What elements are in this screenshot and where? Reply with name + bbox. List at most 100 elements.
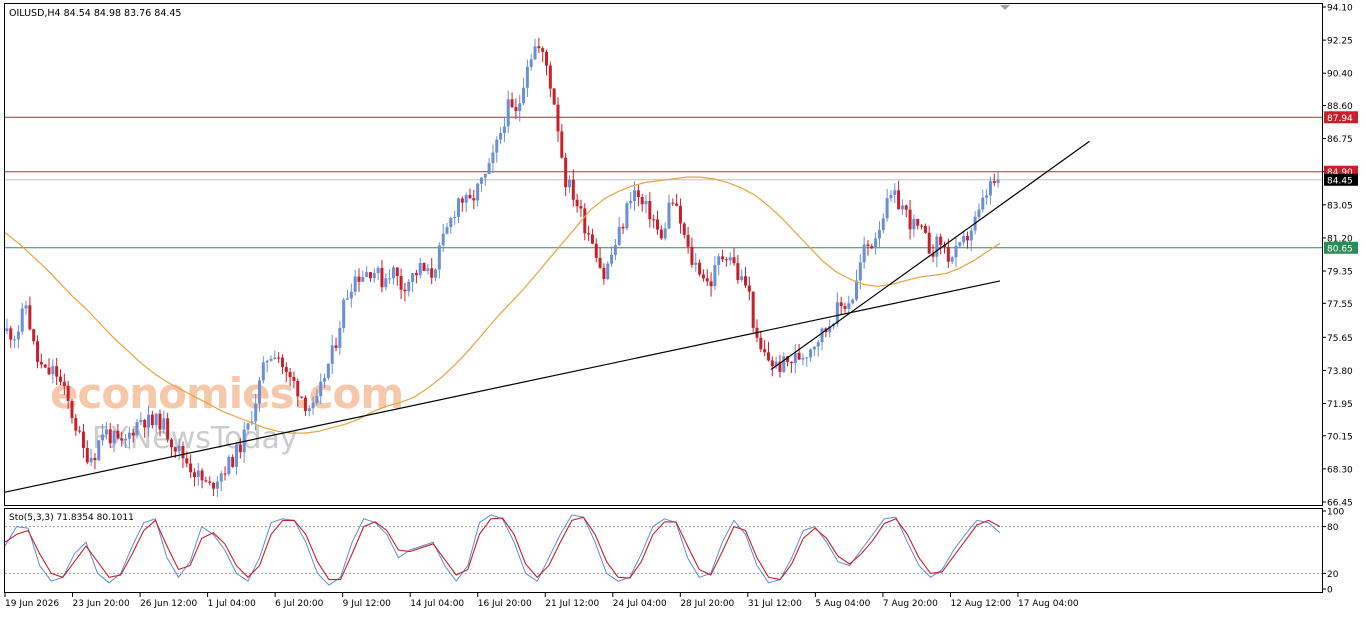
candle-body [633,190,637,201]
candle-body [411,273,415,282]
candle-body [529,59,533,67]
candle-body [977,209,981,217]
candle-body [701,274,705,279]
resistance-price-badge-label: 87.94 [1327,114,1353,124]
candle-body [212,482,216,489]
candle-body [659,229,663,239]
candle-body [885,198,889,219]
candle-body [307,408,311,412]
candle-body [809,349,813,358]
stochastic-tick-label: 0 [1327,586,1333,596]
price-tick-label: 77.55 [1327,300,1353,310]
candle-body [273,357,277,359]
candle-body [728,257,732,261]
candle-body [920,225,924,227]
candle-body [862,244,866,263]
candle-body [981,197,985,210]
candle-body [319,381,323,397]
stochastic-tick-label: 100 [1327,508,1344,518]
candle-body [479,177,483,184]
candle-body [62,381,66,386]
candle-body [583,208,587,234]
candle-body [300,396,304,398]
candle-body [847,303,851,309]
candle-body [238,444,242,453]
candle-body [143,419,147,428]
trendline-2 [770,140,1090,371]
scroll-marker-icon[interactable] [1000,5,1010,10]
candle-body [893,190,897,195]
resistance-price-badge [1324,111,1358,124]
support-price-badge-label: 80.65 [1327,244,1353,254]
candle-body [158,413,162,430]
candle-body [491,152,495,164]
resistance-price-badge-label: 84.90 [1327,168,1353,178]
candle-body [456,198,460,217]
candle-body [430,268,434,278]
time-tick-label: 24 Jul 04:00 [613,599,667,609]
current-price-badge-label: 84.45 [1327,176,1353,186]
candle-body [5,328,9,332]
candle-body [460,198,464,203]
candle-body [51,366,55,375]
candle-body [671,202,675,204]
candle-body [602,267,606,279]
candle-body [154,413,158,426]
price-tick-label: 73.80 [1327,367,1353,377]
candle-body [640,197,644,205]
candle-body [820,328,824,343]
candle-body [296,380,300,397]
candle-body [43,364,47,368]
trendlines[interactable] [4,140,1090,493]
candle-body [104,429,108,435]
price-axis: 94.10 92.25 90.40 88.60 86.75 84.90 83.05 81.20… [1322,4,1353,509]
candle-body [950,257,954,262]
candle-body [246,423,250,430]
candle-body [20,308,24,332]
time-tick-label: 12 Aug 12:00 [950,599,1011,609]
candle-body [349,291,353,299]
candle-body [487,163,491,174]
stochastic-axis: 100 80 20 0 [1322,508,1344,596]
candle-body [395,267,399,277]
candle-body [162,418,166,430]
candle-body [518,103,522,112]
candle-body [678,205,682,224]
candle-body [472,198,476,201]
candle-body [590,234,594,244]
price-tick-label: 79.35 [1327,268,1353,278]
current-price-badge [1324,173,1358,186]
candle-body [495,139,499,153]
time-tick-label: 1 Jul 04:00 [208,599,257,609]
time-axis: 19 Jun 2026 23 Jun 20:00 26 Jun 12:00 1 Jul… [4,593,1079,609]
candle-body [418,262,422,276]
time-tick-label: 7 Aug 20:00 [883,599,938,609]
candle-body [235,444,239,467]
candle-body [541,48,545,52]
candle-body [292,377,296,381]
candle-body [724,259,728,261]
candle-body [694,262,698,265]
candle-body [709,281,713,287]
candle-body [571,179,575,200]
candle-body [965,235,969,241]
candle-body [751,291,755,328]
candle-body [108,429,112,444]
candle-body [912,218,916,230]
candle-body [514,107,518,112]
time-tick-label: 5 Aug 04:00 [815,599,870,609]
candle-body [897,190,901,210]
time-tick-label: 31 Jul 12:00 [748,599,802,609]
candle-body [74,418,78,431]
support-price-badge [1324,241,1358,254]
price-tick-label: 81.20 [1327,234,1353,244]
candle-body [346,298,350,300]
candle-body [338,328,342,348]
candle-body [353,276,357,292]
candle-body [9,328,13,340]
candle-body [277,357,281,359]
candle-body [89,458,93,463]
watermark-brand: economies.com [50,369,403,418]
candle-body [537,46,541,49]
